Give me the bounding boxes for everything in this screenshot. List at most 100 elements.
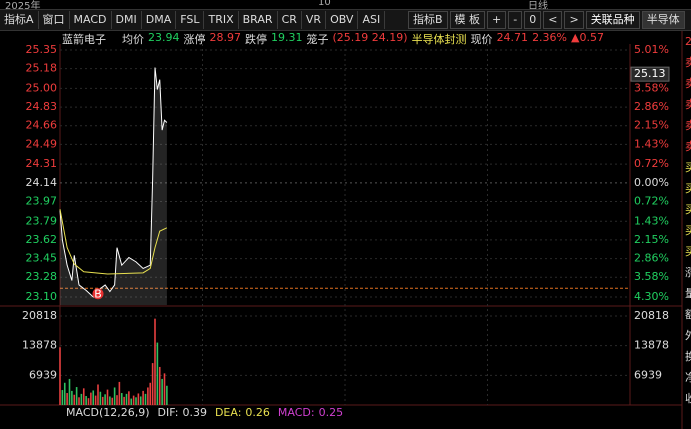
volume-bar — [106, 389, 109, 405]
side-label: 涨 — [685, 266, 691, 279]
volume-bar — [116, 395, 118, 405]
label: 笼子 — [306, 33, 329, 46]
pct-tick-label: 3.58% — [634, 81, 669, 94]
volume-tick-label: 13878 — [634, 339, 669, 352]
side-label: 2 — [685, 35, 691, 48]
cursor-box — [630, 66, 670, 82]
volume-bar — [80, 393, 83, 405]
tool-button[interactable]: - — [508, 11, 523, 29]
tab[interactable]: DMA — [142, 11, 177, 29]
pct-tick-label: 0.72% — [634, 194, 669, 207]
volume-bar — [71, 390, 73, 405]
volume-bar — [111, 397, 114, 405]
pct-tick-label: 0.00% — [634, 176, 669, 189]
tab[interactable]: CR — [278, 11, 302, 29]
side-label: 卖 — [685, 56, 691, 69]
volume-tick-label: 6939 — [634, 368, 662, 381]
volume-bar — [125, 393, 128, 405]
pct-tick-label: 2.86% — [634, 252, 669, 265]
pct-tick-label: 1.43% — [634, 137, 669, 150]
pct-tick-label: 2.86% — [634, 100, 669, 113]
volume-bar — [158, 366, 161, 405]
tool-button[interactable]: 半导体 — [641, 11, 685, 29]
y-tick-label: 23.45 — [26, 252, 58, 265]
volume-bar — [109, 396, 111, 405]
tool-button[interactable]: 指标B — [408, 11, 448, 29]
volume-bar — [137, 393, 140, 405]
cursor-label: 25.13 — [634, 67, 666, 80]
volume-bar — [104, 394, 106, 405]
side-label: 净 — [685, 370, 691, 384]
volume-bar — [90, 392, 92, 405]
tab[interactable]: FSL — [176, 11, 205, 29]
buy-marker — [92, 288, 104, 300]
side-label: 额 — [685, 308, 691, 321]
pct-tick-label: 2.15% — [634, 233, 669, 246]
volume-bar — [130, 398, 133, 405]
volume-tick-label: 20818 — [22, 309, 57, 322]
side-label: 卖 — [685, 119, 691, 132]
tab[interactable]: BRAR — [239, 11, 278, 29]
macd-text: 0.39 — [182, 406, 207, 419]
pct-tick-label: 4.30% — [634, 290, 669, 303]
label: 现价 — [470, 33, 493, 46]
volume-bar — [156, 342, 159, 405]
y-tick-label: 24.31 — [26, 157, 58, 170]
y-tick-label: 24.83 — [26, 100, 58, 113]
volume-bar — [151, 363, 154, 405]
volume-bar — [94, 395, 97, 405]
macd-text: DIF: — [158, 406, 179, 419]
y-tick-label: 24.66 — [26, 119, 58, 132]
y-tick-label: 24.14 — [26, 176, 58, 189]
side-label: 外 — [685, 329, 691, 342]
price-area — [60, 67, 167, 305]
volume-bar — [78, 397, 80, 405]
tab[interactable]: VR — [302, 11, 327, 29]
toolbar-right: 指标B 模 板 + -0 < > 关联品种 半导体 — [408, 10, 687, 30]
volume-bar — [144, 393, 147, 405]
pct-tick-label: 0.72% — [634, 157, 669, 170]
tab[interactable]: DMI — [112, 11, 142, 29]
average-line — [59, 209, 168, 275]
side-label: 买 — [685, 203, 691, 216]
value: ▲0.57 — [571, 31, 604, 44]
tab[interactable]: OBV — [326, 11, 359, 29]
sector[interactable]: 半导体封测 — [411, 33, 467, 46]
tab[interactable]: ASI — [358, 11, 386, 29]
volume-bar — [123, 396, 125, 405]
tab[interactable]: MACD — [70, 11, 112, 29]
macd-text: DEA: — [215, 406, 241, 419]
y-tick-label: 23.10 — [26, 290, 58, 303]
volume-bar — [166, 385, 168, 405]
tab[interactable]: TRIX — [204, 11, 239, 29]
macd-text: MACD: — [278, 406, 315, 419]
volume-bar — [99, 391, 102, 405]
tool-button[interactable]: > — [564, 11, 584, 29]
tool-button[interactable]: 0 — [524, 11, 542, 29]
tool-button[interactable]: + — [487, 11, 507, 29]
volume-bar — [85, 396, 87, 405]
volume-tick-label: 13878 — [22, 339, 57, 352]
volume-bar — [154, 318, 156, 405]
tool-button[interactable]: 模 板 — [449, 11, 486, 29]
side-label: 卖 — [685, 98, 691, 111]
tool-button[interactable]: < — [543, 11, 563, 29]
volume-bar — [61, 390, 64, 405]
y-tick-label: 23.62 — [26, 233, 58, 246]
side-label: 量 — [685, 287, 691, 300]
volume-bar — [135, 397, 137, 405]
macd-text: MACD(12,26,9) — [66, 406, 150, 419]
macd-line: MACD(12,26,9) DIF: 0.39 DEA: 0.26 MACD: 0.25 — [66, 406, 343, 419]
volume-bar — [97, 384, 99, 405]
volume-bar — [113, 387, 116, 405]
volume-tick-label: 6939 — [29, 368, 57, 381]
tool-button[interactable]: 关联品种 — [585, 11, 640, 29]
value: 28.97 — [209, 31, 242, 44]
volume-bar — [128, 391, 130, 405]
side-label: 卖 — [685, 77, 691, 90]
tab[interactable]: 指标A — [0, 11, 39, 29]
tab[interactable]: 窗口 — [39, 11, 70, 29]
pct-tick-label: 3.58% — [634, 270, 669, 283]
value: 23.94 — [148, 31, 180, 44]
year-label: 2025年 — [5, 1, 41, 12]
